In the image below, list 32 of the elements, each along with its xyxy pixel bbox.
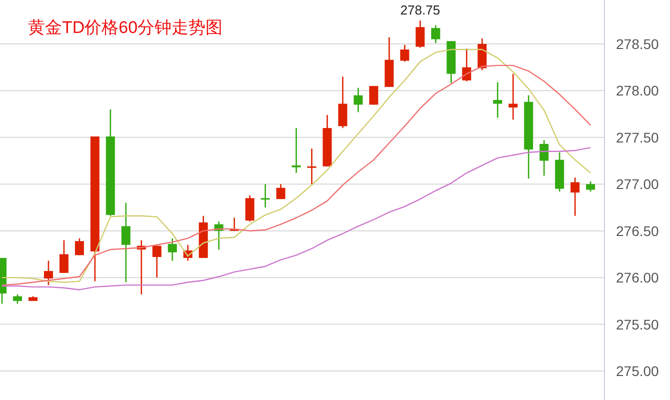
annotation: 278.75 (400, 2, 440, 18)
y-tick-label: 275.00 (616, 363, 660, 380)
candlestick (74, 238, 84, 256)
candlestick (338, 76, 348, 129)
candlestick (416, 20, 425, 48)
candlestick (431, 24, 440, 44)
candlestick (44, 260, 53, 286)
candlestick (540, 140, 549, 176)
candlestick (260, 183, 270, 208)
candlestick (121, 202, 130, 283)
candlestick (13, 294, 22, 304)
candlestick (354, 87, 363, 113)
candlestick (570, 176, 580, 217)
candlestick (508, 73, 518, 120)
candlestick (493, 82, 502, 118)
candlestick (292, 127, 301, 174)
candlestick (586, 180, 596, 192)
candlestick (59, 240, 68, 274)
candlestick (307, 148, 316, 185)
y-tick-label: 276.00 (616, 270, 660, 286)
candlestick (245, 194, 254, 222)
y-tick-label: 275.50 (616, 316, 660, 332)
y-tick-label: 277.00 (616, 176, 660, 192)
candlestick (152, 245, 162, 278)
y-tick-label: 278.00 (616, 82, 660, 99)
y-tick-label: 276.50 (616, 222, 660, 239)
text: 黄金TD价格60分钟走势图 (28, 18, 223, 37)
y-tick-label: 278.50 (616, 36, 660, 52)
candlestick (276, 183, 286, 200)
y-tick-label: 277.50 (616, 129, 660, 146)
candlestick (400, 44, 410, 62)
candlestick (168, 238, 177, 262)
